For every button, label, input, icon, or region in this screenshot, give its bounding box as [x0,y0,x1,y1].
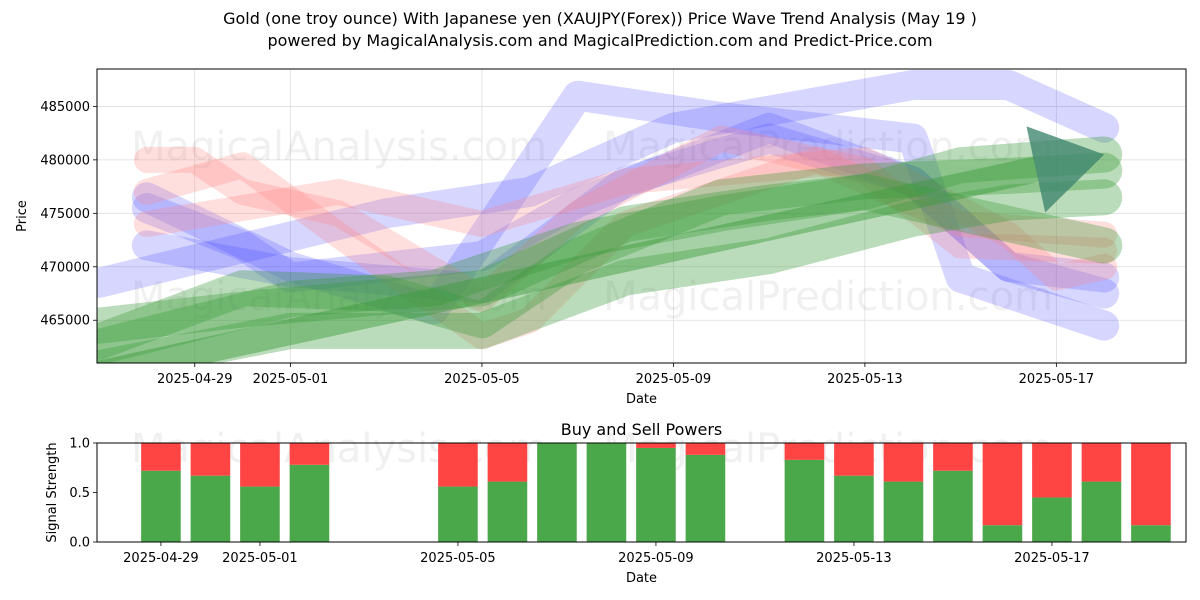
price-x-tick-label: 2025-05-09 [636,372,712,387]
price-series-green-band-10 [97,136,1123,344]
chart-title: Gold (one troy ounce) With Japanese yen … [223,9,977,28]
watermark-analysis: MagicalAnalysis.com [131,124,547,170]
sell-bar [289,443,330,465]
signal-chart-title: Buy and Sell Powers [561,420,723,439]
price-x-tick-label: 2025-05-01 [253,372,329,387]
sell-bar [1081,443,1122,482]
buy-bar [933,470,973,542]
price-series-red-band-5 [133,146,1118,350]
trend-arrow-head [1026,126,1105,213]
sell-bar [1131,443,1171,526]
price-series-green-band-9 [97,179,1123,363]
buy-bar [685,454,726,542]
buy-bar [289,464,330,542]
price-series-blue-band-3 [131,123,1120,304]
buy-bar [537,443,577,542]
sell-bar [190,443,231,476]
price-x-tick-label: 2025-05-05 [444,372,520,387]
buy-bar [190,475,231,542]
signal-y-axis-label: Signal Strength [45,442,60,542]
signal-plot-frame [96,442,1187,543]
chart-subtitle: powered by MagicalAnalysis.com and Magic… [267,31,933,50]
buy-bar [1081,481,1122,542]
price-series-green-band-8 [97,173,1123,363]
price-y-tick-label: 485000 [40,100,90,115]
sell-bar [784,443,825,460]
signal-x-tick-label: 2025-05-05 [420,551,496,566]
price-series-blue-band-1 [131,112,1120,309]
signal-x-tick-label: 2025-05-13 [816,551,892,566]
buy-bar [438,486,478,542]
price-plot-background [97,69,1186,363]
price-series-group [97,70,1123,363]
signal-x-tick-label: 2025-05-01 [222,551,298,566]
sell-bar [685,443,726,455]
buy-bar [883,481,924,542]
watermark-prediction-lower: MagicalPrediction.com [603,426,1053,472]
price-series-red-band-4 [133,125,1118,312]
price-y-tick-label: 480000 [40,153,90,168]
watermark-prediction: MagicalPrediction.com [603,274,1053,320]
buy-bar [1131,525,1171,542]
price-y-tick-label: 470000 [40,260,90,275]
buy-bar [784,459,825,542]
price-x-tick-label: 2025-05-17 [1019,372,1095,387]
price-y-axis-label: Price [15,200,30,232]
buy-bar [636,447,676,542]
sell-bar [933,443,973,471]
price-series-green-band-7 [97,152,1123,360]
sell-bar [141,443,181,471]
signal-x-tick-label: 2025-04-29 [123,551,199,566]
price-y-tick-label: 465000 [40,314,90,329]
price-series-blue-band-0 [97,70,1120,298]
sell-bar [834,443,874,476]
buy-bar [1032,497,1072,542]
signal-y-tick-label: 1.0 [69,437,90,452]
price-x-tick-label: 2025-04-29 [157,372,233,387]
signal-x-axis-label: Date [626,571,657,586]
signal-y-tick-label: 0.5 [69,486,90,501]
price-series-red-band-6 [133,146,1118,291]
sell-bar [438,443,478,487]
sell-bar [982,443,1023,526]
watermark-prediction: MagicalPrediction.com [603,124,1053,170]
signal-x-tick-label: 2025-05-09 [618,551,694,566]
signal-y-tick-label: 0.0 [69,536,90,551]
buy-bar [834,475,874,542]
watermark-analysis: MagicalAnalysis.com [131,274,547,320]
buy-bar [240,486,280,542]
price-y-tick-label: 475000 [40,207,90,222]
signal-x-tick-label: 2025-05-17 [1014,551,1090,566]
sell-bar [1032,443,1072,498]
sell-bar [636,443,676,448]
price-x-tick-label: 2025-05-13 [827,372,903,387]
buy-bar [982,525,1023,542]
sell-bar [487,443,528,482]
price-x-axis-label: Date [626,392,657,407]
trend-arrow [97,126,1105,363]
sell-bar [240,443,280,487]
sell-bar [883,443,924,482]
price-plot-frame [96,68,1187,364]
buy-bar [487,481,528,542]
buy-bar [141,470,181,542]
buy-bar [586,443,627,542]
price-series-blue-band-2 [131,80,1120,341]
